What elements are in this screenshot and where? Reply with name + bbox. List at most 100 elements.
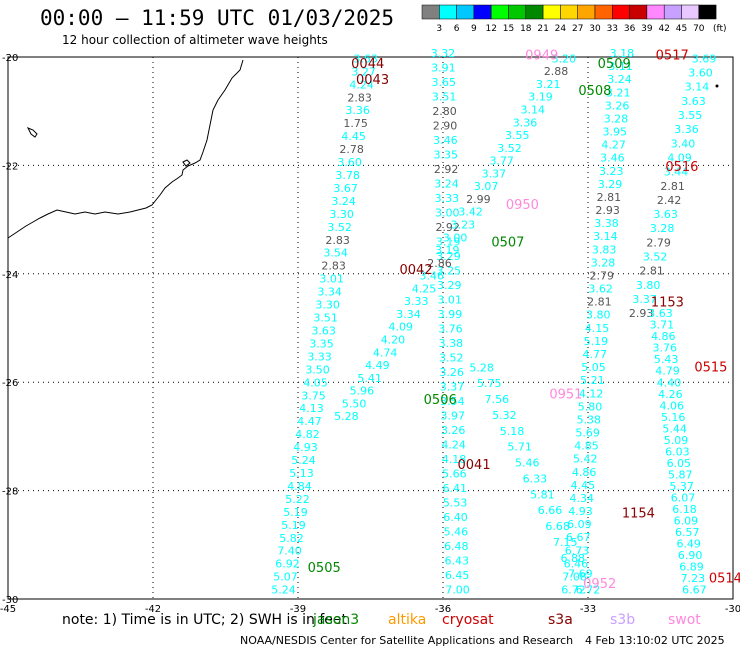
wave-height-value: 3.24 — [331, 195, 356, 208]
wave-height-value: 2.99 — [466, 193, 491, 206]
color-tick-label: 21 — [537, 24, 548, 34]
wave-height-value: 3.27 — [351, 65, 376, 78]
wave-height-value: 5.75 — [477, 377, 502, 390]
wave-height-value: 3.29 — [598, 178, 623, 191]
wave-height-value: 3.54 — [323, 247, 348, 260]
wave-height-value: 5.50 — [342, 397, 367, 410]
wave-height-value: 5.46 — [444, 526, 469, 539]
wave-height-value: 3.36 — [674, 123, 699, 136]
wave-height-value: 5.19 — [584, 335, 609, 348]
wave-height-value: 3.35 — [433, 149, 458, 162]
wave-height-value: 3.65 — [432, 76, 457, 89]
wave-height-value: 5.07 — [273, 571, 298, 584]
wave-height-value: 3.00 — [435, 207, 460, 220]
wave-height-value: 5.16 — [661, 411, 686, 424]
longitude-label: -45 — [0, 604, 16, 615]
wave-height-value: 4.24 — [349, 78, 374, 91]
wave-height-value: 3.18 — [610, 47, 635, 60]
color-unit-label: (ft) — [713, 24, 727, 34]
wave-height-value: 3.40 — [671, 137, 696, 150]
wave-height-value: 4.82 — [295, 428, 320, 441]
wave-height-value: 3.71 — [650, 319, 675, 332]
pass-time-label: 0951 — [549, 387, 582, 402]
wave-height-value: 5.09 — [664, 434, 689, 447]
pass-time-label: 0508 — [578, 84, 611, 99]
pass-time-label: 0509 — [598, 57, 631, 72]
coastline — [7, 59, 244, 239]
wave-height-value: 7.40 — [277, 545, 302, 558]
wave-height-value: 3.37 — [632, 293, 657, 306]
satellite-legend-item: cryosat — [442, 612, 494, 628]
wave-height-value: 3.60 — [688, 67, 713, 80]
wave-height-value: 5.21 — [580, 374, 605, 387]
color-tick-label: 39 — [641, 24, 653, 34]
wave-height-value: 5.41 — [357, 372, 382, 385]
wave-height-value: 3.63 — [311, 324, 336, 337]
wave-height-value: 3.28 — [591, 256, 616, 269]
wave-height-value: 6.49 — [676, 538, 701, 551]
wave-height-value: 4.85 — [574, 440, 599, 453]
wave-height-value: 6.89 — [679, 561, 704, 574]
latitude-label: -26 — [2, 378, 18, 389]
wave-height-value: 5.22 — [285, 493, 310, 506]
wave-height-value: 5.32 — [492, 409, 517, 422]
color-tick-label: 36 — [624, 24, 636, 34]
wave-height-value: 5.19 — [281, 519, 306, 532]
wave-height-value: 5.37 — [669, 480, 694, 493]
wave-height-value: 5.38 — [577, 413, 602, 426]
wave-height-value: 7.23 — [681, 572, 706, 585]
wave-height-value: 3.63 — [648, 307, 673, 320]
wave-height-value: 3.20 — [552, 52, 577, 65]
axis-labels: -45 -42 -39 -36 -33 -30 -20 -22 -24 -26 -28 -30 — [0, 53, 740, 615]
wave-height-value: 4.13 — [299, 402, 324, 415]
wave-height-value: 3.19 — [436, 236, 461, 249]
altimeter-tracks: 3.633.274.242.833.361.754.452.783.603.78… — [271, 47, 716, 597]
wave-height-value: 4.27 — [601, 139, 626, 152]
wave-height-value: 3.30 — [329, 208, 354, 221]
wave-height-value: 3.76 — [652, 342, 677, 355]
wave-height-value: 3.99 — [438, 308, 463, 321]
wave-height-value: 3.11 — [608, 60, 633, 73]
wave-height-value: 4.05 — [303, 376, 328, 389]
wave-height-value: 3.29 — [437, 279, 462, 292]
wave-height-value: 3.78 — [335, 169, 360, 182]
wave-height-value: 6.05 — [667, 457, 692, 470]
longitude-label: -36 — [435, 604, 451, 615]
wave-height-value: 3.97 — [441, 410, 466, 423]
wave-height-value: 7.00 — [445, 584, 470, 597]
wave-height-value: 3.37 — [482, 167, 507, 180]
pass-time-label: 0950 — [506, 198, 539, 213]
wave-height-value: 3.26 — [605, 99, 630, 112]
pass-time-label: 0043 — [356, 73, 389, 88]
wave-height-value: 5.19 — [283, 506, 308, 519]
wave-height-value: 5.96 — [350, 385, 375, 398]
wave-height-value: 6.41 — [443, 482, 468, 495]
pass-time-labels: 0044004309490509050805171151152051609500… — [308, 49, 740, 592]
pass-time-label: 1153 — [651, 295, 684, 310]
wave-height-value: 4.09 — [388, 321, 413, 334]
wave-height-value: 6.88 — [561, 552, 586, 565]
footer-timestamp: 4 Feb 13:10:02 UTC 2025 — [585, 634, 725, 647]
wave-height-value: 4.79 — [655, 365, 680, 378]
wave-height-value: 3.14 — [521, 104, 546, 117]
wave-height-value: 5.43 — [654, 353, 679, 366]
satellite-legend-item: altika — [388, 612, 427, 628]
wave-height-value: 3.07 — [474, 180, 499, 193]
wave-height-value: 3.19 — [435, 244, 460, 257]
wave-height-value: 3.52 — [497, 142, 522, 155]
wave-height-value: 3.63 — [353, 52, 378, 65]
color-tick-label: 18 — [520, 24, 532, 34]
wave-height-value: 3.42 — [458, 206, 483, 219]
wave-height-value: 3.69 — [692, 52, 717, 65]
satellite-legend-item: s3a — [548, 612, 573, 628]
wave-height-value: 4.49 — [365, 359, 390, 372]
pass-time-label: 0517 — [656, 49, 689, 64]
wave-height-value: 6.66 — [538, 504, 563, 517]
wave-height-value: 3.38 — [439, 337, 464, 350]
pass-time-label: 0505 — [308, 561, 341, 576]
wave-height-value: 2.81 — [660, 180, 685, 193]
wave-height-value: 3.28 — [604, 112, 629, 125]
latitude-label: -30 — [2, 595, 18, 606]
wave-height-value: 6.46 — [564, 557, 589, 570]
wave-height-value: 3.38 — [594, 217, 619, 230]
